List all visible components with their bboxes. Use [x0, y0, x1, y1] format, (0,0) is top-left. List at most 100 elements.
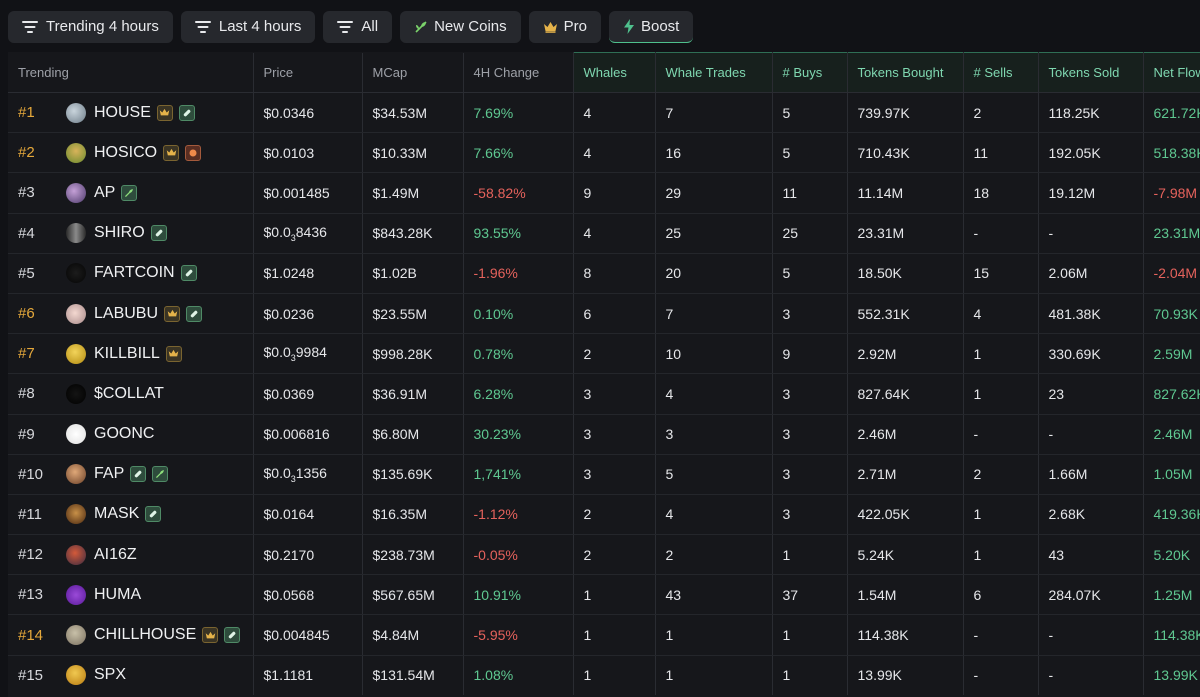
column-header-whale-trades[interactable]: Whale Trades — [655, 52, 773, 93]
tokens-sold-cell: 284.07K — [1038, 574, 1144, 616]
sprout-icon — [152, 466, 169, 483]
whale-trades-cell: 10 — [655, 333, 773, 375]
change-cell: -1.96% — [463, 253, 574, 294]
token-cell[interactable]: #11 MASK — [8, 494, 254, 536]
table-row[interactable]: #7 KILLBILL $0.039984 $998.28K 0.78% 2 10 9 2.92… — [8, 333, 1200, 375]
pro-label: Pro — [563, 18, 587, 35]
tokens-bought-cell: 114.38K — [847, 614, 964, 656]
table-row[interactable]: #12 AI16Z $0.2170 $238.73M -0.05% 2 2 1 5.24K 1 43… — [8, 534, 1200, 576]
net-flow-cell: 518.38K — [1143, 132, 1200, 174]
table-row[interactable]: #6 LABUBU $0.0236 $23.55M 0.10% 6 7 3 552.31K 4 48… — [8, 293, 1200, 335]
buys-cell: 11 — [772, 172, 848, 214]
token-name: KILLBILL — [94, 344, 160, 362]
table-row[interactable]: #14 CHILLHOUSE $0.004845 $4.84M -5.95% 1 1 1 114… — [8, 614, 1200, 656]
net-flow-cell: 621.72K — [1143, 92, 1200, 134]
whale-trades-cell: 7 — [655, 293, 773, 335]
column-header-whales[interactable]: Whales — [573, 52, 656, 93]
token-cell[interactable]: #6 LABUBU — [8, 293, 254, 335]
token-name: HUMA — [94, 585, 142, 603]
whale-trades-cell: 4 — [655, 373, 773, 415]
whales-cell: 2 — [573, 494, 656, 536]
rank-label: #3 — [18, 184, 35, 202]
column-header-price[interactable]: Price — [253, 52, 363, 93]
pro-button[interactable]: Pro — [528, 11, 601, 43]
rank-label: #12 — [18, 546, 44, 564]
column-header-trending[interactable]: Trending — [8, 52, 254, 93]
token-cell[interactable]: #13 HUMA — [8, 574, 254, 616]
whales-cell: 3 — [573, 454, 656, 495]
all-button[interactable]: All — [323, 11, 393, 43]
table-row[interactable]: #8 $COLLAT $0.0369 $36.91M 6.28% 3 4 3 827.64K 1 2… — [8, 373, 1200, 415]
rank-label: #2 — [18, 144, 35, 162]
mcap-cell: $843.28K — [362, 213, 464, 254]
change-cell: 30.23% — [463, 414, 574, 455]
table-row[interactable]: #3 AP $0.001485 $1.49M -58.82% 9 29 11 11.14M 18 1… — [8, 172, 1200, 214]
sells-cell: - — [963, 213, 1039, 254]
column-header-tokens-bought[interactable]: Tokens Bought — [847, 52, 964, 93]
new-coins-button[interactable]: New Coins — [400, 11, 521, 43]
pill-icon — [180, 265, 197, 282]
table-row[interactable]: #10 FAP $0.031356 $135.69K 1,741% 3 5 3 2.71M 2 1.… — [8, 454, 1200, 495]
whale-trades-cell: 7 — [655, 92, 773, 134]
trending-4-hours-button[interactable]: Trending 4 hours — [8, 11, 173, 43]
lightning-icon — [623, 19, 635, 34]
rank-label: #5 — [18, 264, 35, 282]
token-avatar — [66, 142, 86, 163]
last-4-hours-button[interactable]: Last 4 hours — [180, 11, 316, 43]
pill-icon — [150, 225, 167, 242]
table-row[interactable]: #9 GOONC $0.006816 $6.80M 30.23% 3 3 3 2.46M - -2.… — [8, 414, 1200, 455]
boost-button[interactable]: Boost — [608, 11, 694, 43]
table-row[interactable]: #2 HOSICO $0.0103 $10.33M 7.66% 4 16 5 710.43K 11… — [8, 132, 1200, 174]
sells-cell: - — [963, 655, 1039, 696]
column-header-mcap[interactable]: MCap — [362, 52, 464, 93]
tokens-sold-cell: 43 — [1038, 534, 1144, 576]
table-row[interactable]: #1 HOUSE $0.0346 $34.53M 7.69% 4 7 5 739.97K 2 118… — [8, 92, 1200, 134]
token-cell[interactable]: #2 HOSICO — [8, 132, 254, 174]
token-cell[interactable]: #1 HOUSE — [8, 92, 254, 134]
table-row[interactable]: #5 FARTCOIN $1.0248 $1.02B -1.96% 8 20 5 18.50K 1… — [8, 253, 1200, 294]
token-name: AP — [94, 183, 116, 201]
token-cell[interactable]: #4 SHIRO — [8, 213, 254, 254]
token-cell[interactable]: #10 FAP — [8, 454, 254, 495]
price-cell: $0.0103 — [253, 132, 363, 174]
change-cell: -5.95% — [463, 614, 574, 656]
tokens-bought-cell: 552.31K — [847, 293, 964, 335]
token-cell[interactable]: #3 AP — [8, 172, 254, 214]
whale-trades-cell: 1 — [655, 614, 773, 656]
token-cell[interactable]: #7 KILLBILL — [8, 333, 254, 375]
token-avatar — [66, 343, 86, 364]
filter-lines-icon — [22, 20, 38, 34]
mcap-cell: $4.84M — [362, 614, 464, 656]
token-cell[interactable]: #12 AI16Z — [8, 534, 254, 576]
table-row[interactable]: #15 SPX $1.1181 $131.54M 1.08% 1 1 1 13.99K - -13.… — [8, 655, 1200, 696]
table-row[interactable]: #4 SHIRO $0.038436 $843.28K 93.55% 4 25 25 23.31… — [8, 213, 1200, 254]
column-header-tokens-sold[interactable]: Tokens Sold — [1038, 52, 1144, 93]
column-header-net-flow[interactable]: Net Flow — [1143, 52, 1200, 93]
token-avatar — [66, 625, 86, 646]
token-cell[interactable]: #14 CHILLHOUSE — [8, 614, 254, 656]
buys-cell: 25 — [772, 213, 848, 254]
token-cell[interactable]: #8 $COLLAT — [8, 373, 254, 415]
token-avatar — [66, 102, 86, 123]
table-row[interactable]: #13 HUMA $0.0568 $567.65M 10.91% 1 43 37 1.54M 6 2… — [8, 574, 1200, 616]
price-cell: $0.0164 — [253, 494, 363, 536]
filter-lines-icon — [337, 20, 354, 34]
whales-cell: 4 — [573, 92, 656, 134]
price-cell: $1.1181 — [253, 655, 363, 696]
column-header-4h-change[interactable]: 4H Change — [463, 52, 574, 93]
tokens-bought-cell: 13.99K — [847, 655, 964, 696]
column-header-sells[interactable]: # Sells — [963, 52, 1039, 93]
token-cell[interactable]: #5 FARTCOIN — [8, 253, 254, 294]
flame-icon — [185, 144, 202, 161]
token-cell[interactable]: #9 GOONC — [8, 414, 254, 455]
token-avatar — [66, 665, 86, 686]
token-cell[interactable]: #15 SPX — [8, 655, 254, 696]
column-header-buys[interactable]: # Buys — [772, 52, 848, 93]
token-avatar — [66, 223, 86, 244]
whale-trades-cell: 3 — [655, 414, 773, 455]
tokens-bought-cell: 710.43K — [847, 132, 964, 174]
table-row[interactable]: #11 MASK $0.0164 $16.35M -1.12% 2 4 3 422.05K 1 2.… — [8, 494, 1200, 536]
buys-cell: 5 — [772, 132, 848, 174]
change-cell: 7.66% — [463, 132, 574, 174]
price-cell: $0.0346 — [253, 92, 363, 134]
